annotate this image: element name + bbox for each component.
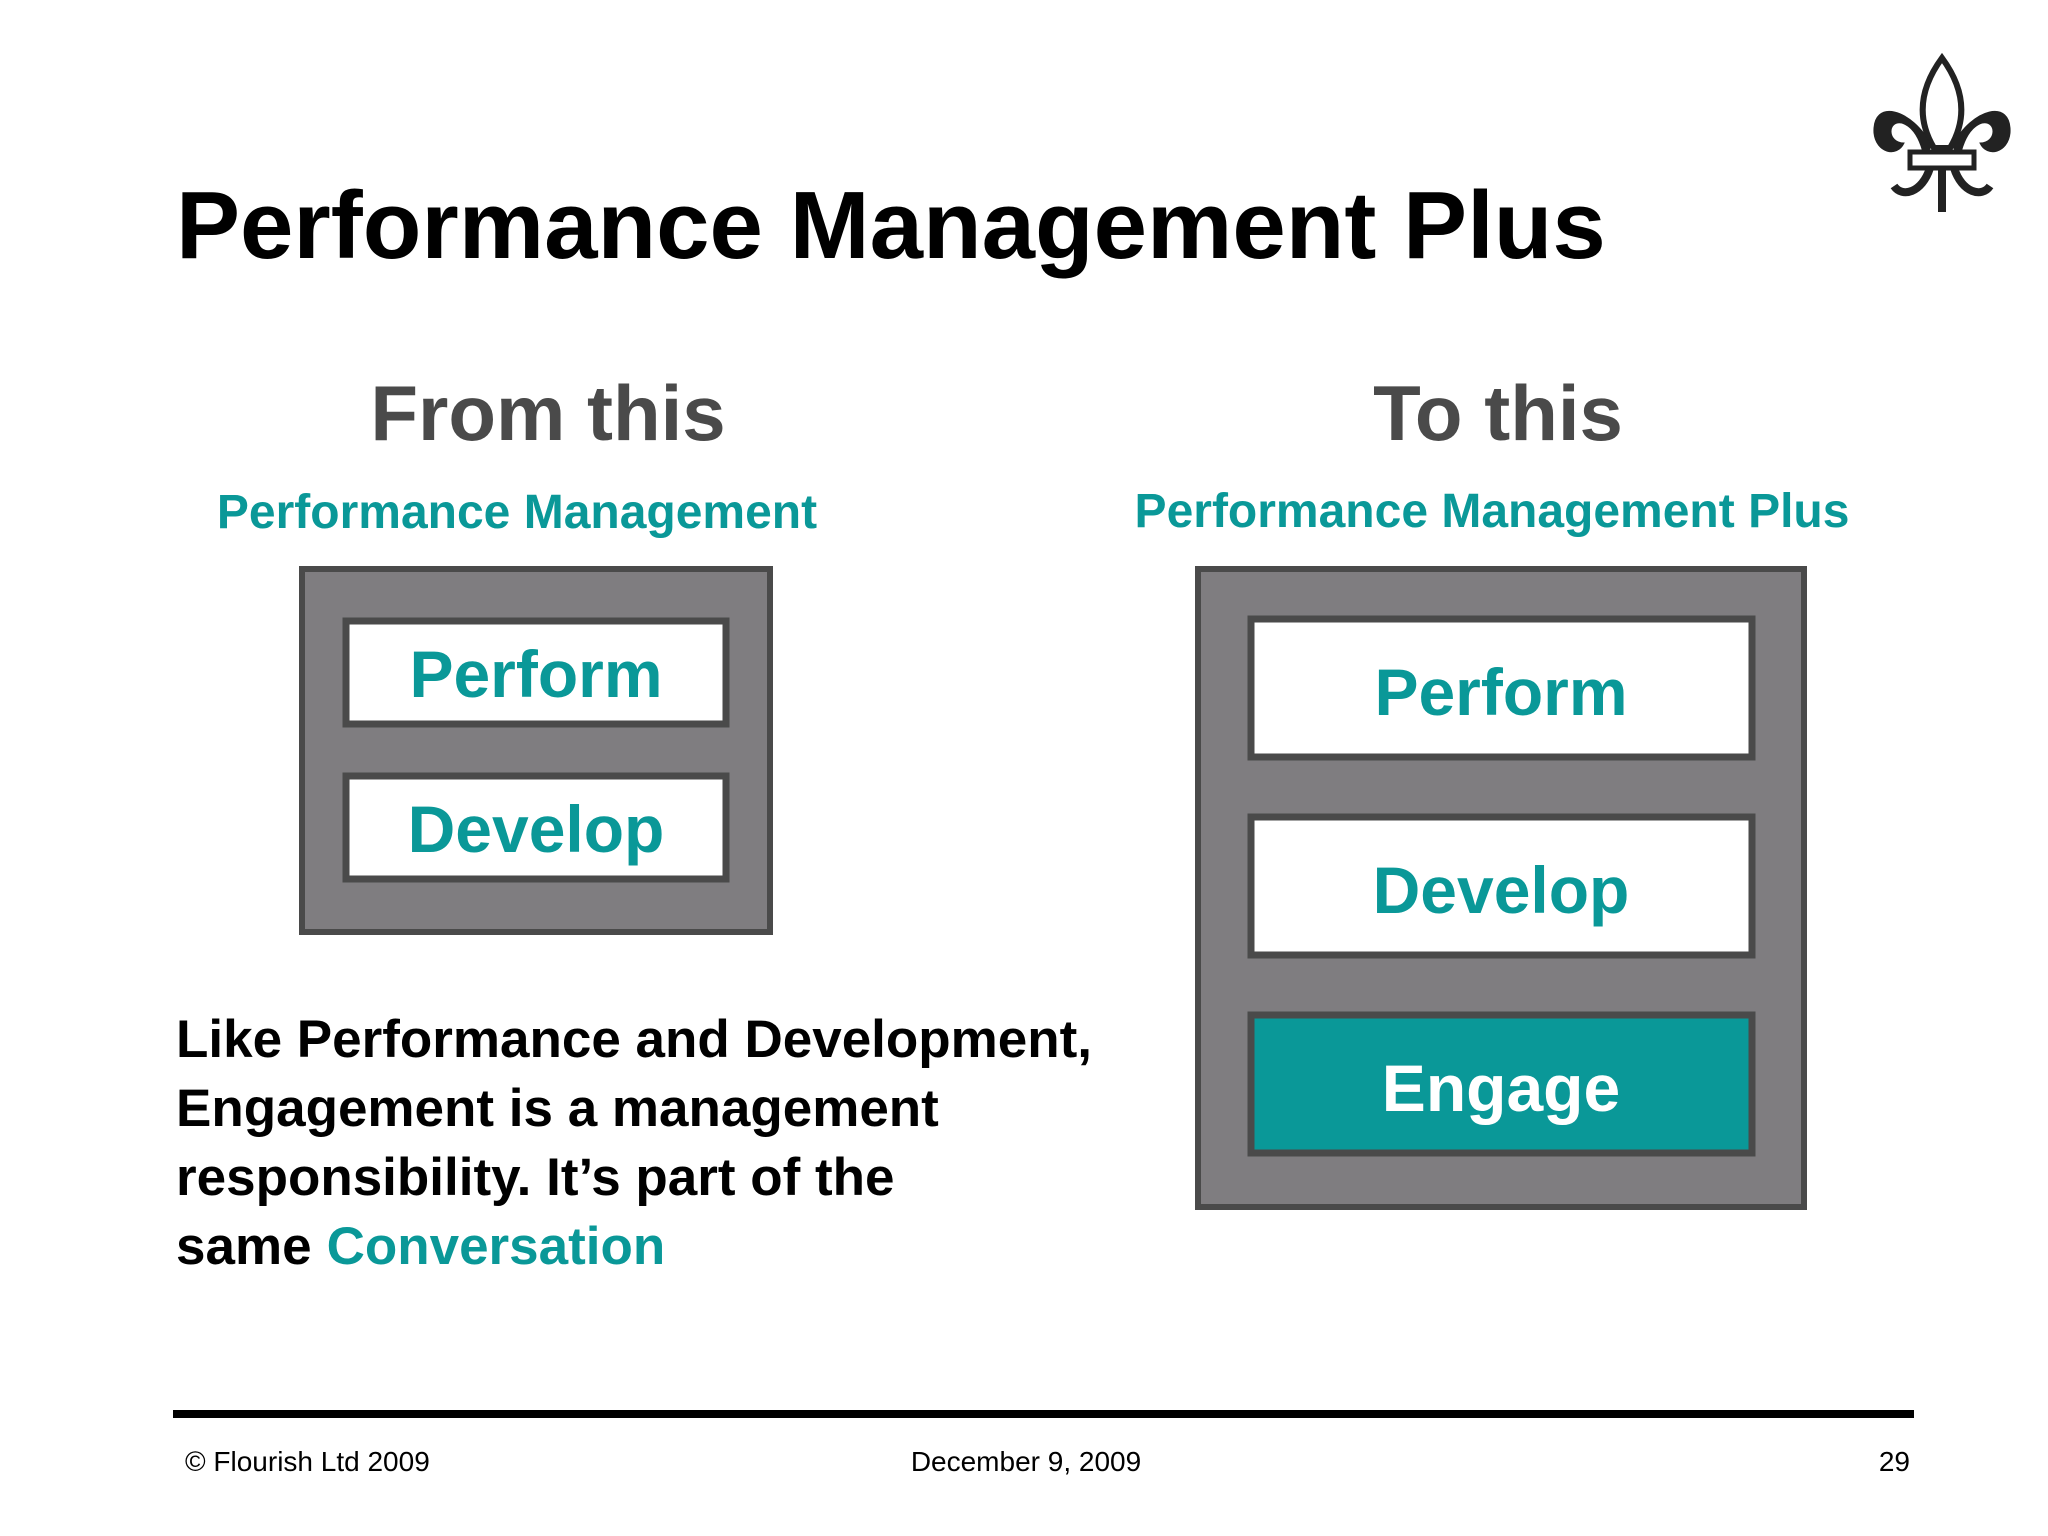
item-label: Perform bbox=[1374, 655, 1627, 729]
item-box bbox=[1247, 813, 1756, 959]
footer-page: 29 bbox=[1879, 1446, 1910, 1477]
fleur-de-lis-logo bbox=[1873, 52, 2011, 212]
column-heading: From this bbox=[370, 369, 725, 457]
column-subheading: Performance Management bbox=[217, 486, 817, 539]
item-box bbox=[342, 772, 730, 883]
paragraph-line: same Conversation bbox=[176, 1217, 665, 1276]
slide-title: Performance Management Plus bbox=[176, 172, 1606, 279]
paragraph-highlight: Conversation bbox=[327, 1217, 666, 1276]
item-label: Develop bbox=[1373, 853, 1630, 927]
paragraph-line: Like Performance and Development, bbox=[176, 1010, 1092, 1069]
footer-copyright: © Flourish Ltd 2009 bbox=[185, 1446, 430, 1477]
item-box bbox=[1247, 615, 1756, 761]
item-label: Perform bbox=[409, 637, 662, 711]
paragraph-line: Engagement is a management bbox=[176, 1079, 939, 1138]
item-box-highlight bbox=[1247, 1011, 1756, 1157]
item-label: Engage bbox=[1382, 1051, 1620, 1125]
paragraph-text: same bbox=[176, 1217, 312, 1276]
column-subheading: Performance Management Plus bbox=[1135, 485, 1850, 538]
footer-rule bbox=[173, 1410, 1914, 1418]
item-box bbox=[342, 617, 730, 728]
paragraph-line: responsibility. It’s part of the bbox=[176, 1148, 895, 1207]
item-label: Develop bbox=[408, 792, 665, 866]
footer-date: December 9, 2009 bbox=[911, 1446, 1141, 1477]
column-heading: To this bbox=[1373, 369, 1623, 457]
